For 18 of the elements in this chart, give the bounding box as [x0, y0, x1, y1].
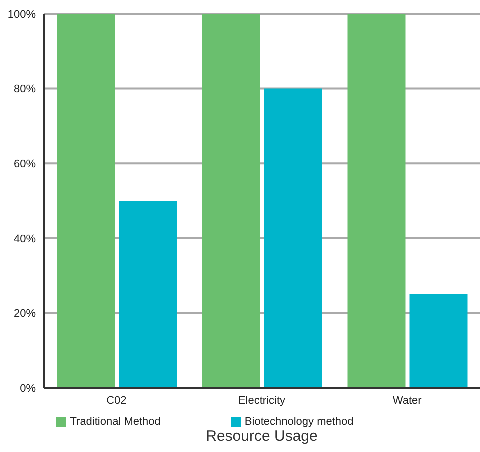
x-tick-label: C02: [106, 394, 127, 407]
legend-label: Biotechnology method: [244, 416, 354, 428]
x-axis-title: Resource Usage: [205, 428, 319, 445]
bar: [57, 14, 116, 388]
legend-label: Traditional Method: [70, 416, 161, 428]
y-tick-label: 100%: [8, 8, 36, 21]
bar: [264, 88, 322, 388]
y-tick-label: 60%: [14, 158, 36, 171]
y-tick-label: 0%: [20, 382, 36, 395]
bar: [202, 14, 260, 388]
bar: [119, 201, 178, 388]
y-tick-label: 40%: [14, 233, 36, 246]
x-tick-label: Electricity: [238, 394, 286, 407]
y-tick-label: 20%: [14, 308, 36, 320]
bar: [410, 294, 468, 388]
y-tick-label: 80%: [14, 84, 36, 96]
x-tick-label: Water: [392, 394, 422, 407]
bar: [348, 14, 406, 388]
